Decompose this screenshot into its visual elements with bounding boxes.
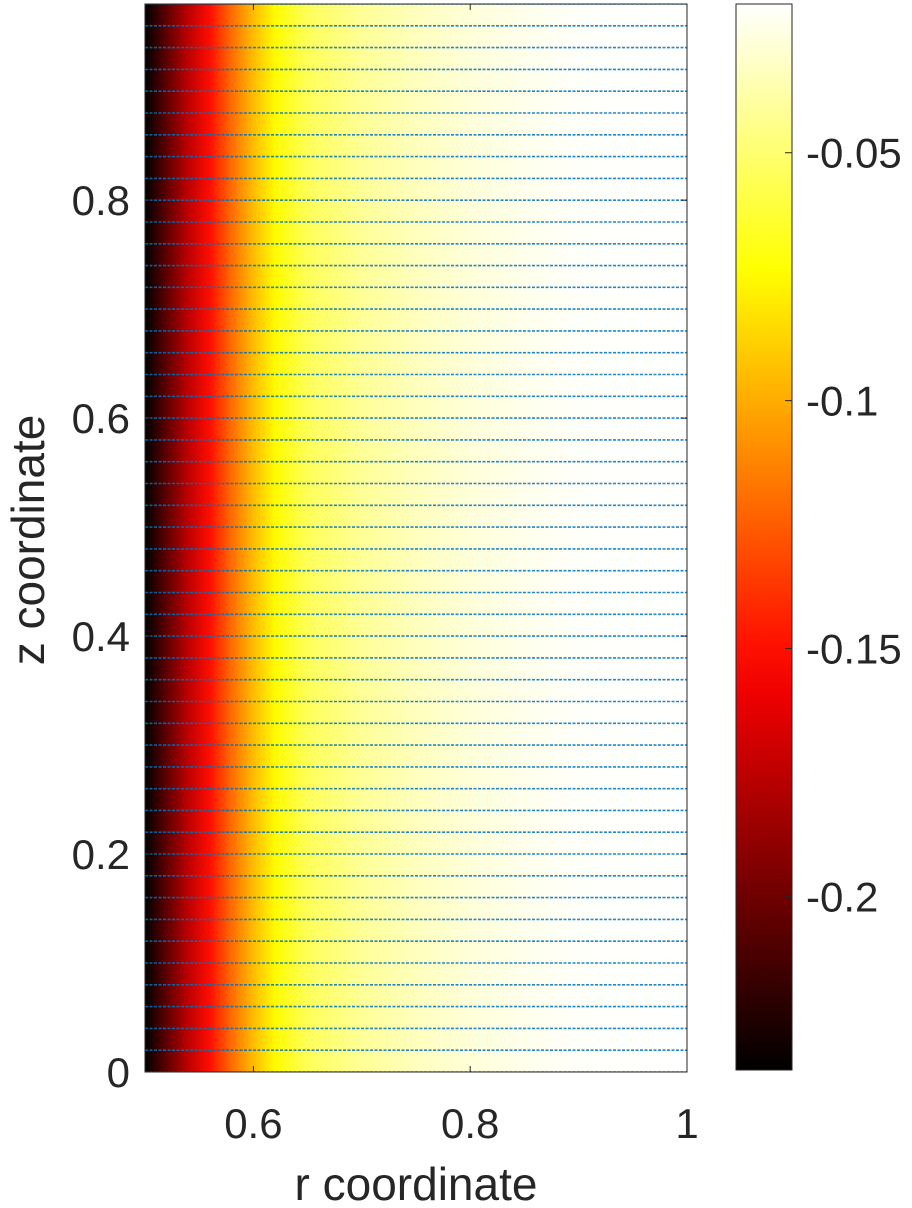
colorbar: -0.05 -0.1 -0.15 -0.2 xyxy=(735,3,902,1071)
plot-area xyxy=(144,3,688,1073)
colorbar-tick-label: -0.05 xyxy=(806,130,902,177)
colorbar-scale xyxy=(736,4,792,1070)
y-tick-label: 0 xyxy=(107,1049,130,1096)
y-tick-label: 0.8 xyxy=(72,177,130,224)
axes-box xyxy=(144,3,688,1073)
y-axis-ticks: 0 0.2 0.4 0.6 0.8 xyxy=(72,177,687,1096)
y-axis-label: z coordinate xyxy=(2,415,54,666)
quiver-layer xyxy=(145,4,687,1072)
y-tick-label: 0.2 xyxy=(72,831,130,878)
colorbar-box xyxy=(735,3,793,1071)
colorbar-tick-label: -0.15 xyxy=(806,626,902,673)
colorbar-ticks: -0.05 -0.1 -0.15 -0.2 xyxy=(785,130,902,920)
x-tick-label: 0.8 xyxy=(441,1100,499,1147)
heatmap-field xyxy=(145,4,687,1072)
x-tick-label: 0.6 xyxy=(224,1100,282,1147)
x-axis-label: r coordinate xyxy=(295,1158,538,1208)
y-tick-label: 0.6 xyxy=(72,395,130,442)
y-tick-label: 0.4 xyxy=(72,613,130,660)
colorbar-tick-label: -0.2 xyxy=(806,873,878,920)
x-axis-ticks: 0.6 0.8 1 xyxy=(224,4,699,1147)
colorbar-tick-label: -0.1 xyxy=(806,378,878,425)
x-tick-label: 1 xyxy=(675,1100,698,1147)
